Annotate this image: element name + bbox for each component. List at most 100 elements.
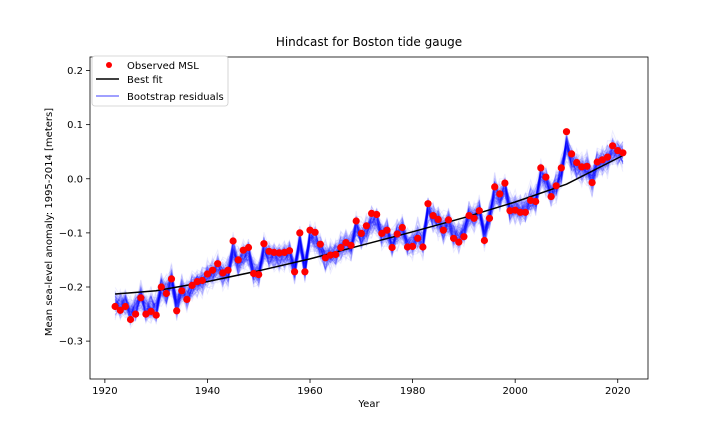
observed-point [260,240,268,248]
bootstrap-residual-line [115,144,624,323]
legend-bootstrap-label: Bootstrap residuals [127,92,224,103]
bootstrap-residual-line [114,138,624,320]
observed-point [234,256,242,264]
observed-point [183,295,191,303]
x-tick-label: 1960 [297,386,322,397]
y-axis-label: Mean sea-level anomaly: 1995-2014 [meter… [44,108,55,336]
observed-point [326,251,335,259]
observed-point [285,247,294,255]
bootstrap-residual-line [115,139,624,322]
observed-point [362,222,370,230]
observed-point [224,266,232,274]
observed-point [409,242,417,250]
observed-point [347,241,355,249]
observed-point [460,233,468,241]
bootstrap-residual-line [114,136,623,323]
observed-point [547,193,555,201]
observed-point [444,216,453,224]
y-tick-label: −0.1 [59,228,83,239]
bootstrap-residual-line [115,141,624,321]
observed-point [557,164,565,172]
legend-box [91,55,229,107]
x-tick-label: 1920 [92,386,117,397]
observed-point [491,183,499,191]
x-tick-label: 1980 [400,386,425,397]
plot-area-frame [89,56,649,380]
observed-point [111,302,119,311]
bootstrap-residual-line [114,129,624,315]
observed-point [419,243,427,251]
bootstrap-residual-line [114,141,624,319]
legend-observed-marker [106,62,112,68]
legend-observed-label: Observed MSL [127,61,199,72]
observed-point [152,311,160,319]
observed-point [516,208,524,216]
bootstrap-residual-line [115,143,624,323]
bootstrap-residual-line [114,140,624,314]
bootstrap-residual-line [115,148,624,319]
observed-point [573,158,581,167]
observed-point [178,287,186,295]
observed-point [552,182,560,190]
observed-point [255,271,263,279]
observed-point [532,197,540,206]
observed-point [121,302,129,311]
observed-point [214,260,222,268]
observed-point [450,234,458,242]
observed-point [229,237,237,245]
observed-point [521,208,530,216]
bootstrap-residual-line [114,137,624,315]
chart-title: Hindcast for Boston tide gauge [276,35,462,49]
observed-point [619,149,627,157]
observed-point [501,179,509,187]
observed-point [378,229,386,237]
observed-point [393,230,401,238]
observed-point [414,234,422,242]
observed-points [111,128,627,324]
bootstrap-residual-line [114,137,624,321]
observed-point [424,200,432,208]
bootstrap-residual-line [114,137,624,322]
observed-point [198,276,206,285]
observed-point [506,207,514,215]
observed-point [291,268,299,276]
observed-point [578,163,586,171]
bootstrap-residual-line [114,129,624,313]
observed-point [562,128,571,136]
observed-point [542,173,550,181]
y-tick-label: 0.2 [67,66,83,77]
observed-point [455,238,463,246]
observed-point [157,283,165,291]
bootstrap-residual-line [114,141,624,317]
bootstrap-residual-line [114,152,624,317]
observed-point [475,207,483,215]
y-tick-label: −0.3 [59,337,83,348]
legend-fit-label: Best fit [127,75,163,86]
observed-point [332,250,340,259]
bootstrap-residual-line [114,134,624,323]
observed-point [485,214,494,222]
observed-point [162,289,170,298]
observed-point [116,306,124,314]
observed-point [126,315,135,324]
bootstrap-residual-line [114,140,624,319]
observed-point [439,226,447,234]
observed-point [480,236,488,245]
legend: Observed MSL Best fit Bootstrap residual… [91,55,229,107]
observed-point [398,223,406,232]
x-tick-label: 2000 [502,386,527,397]
observed-point [275,249,283,257]
observed-point [132,310,140,318]
observed-point [588,179,596,187]
bootstrap-residual-line [115,145,623,324]
bootstrap-residual-line [114,135,624,318]
y-tick-label: 0.0 [67,174,83,185]
observed-point [383,226,391,234]
observed-point [429,212,437,220]
bootstrap-residual-line [114,142,623,325]
bootstrap-residual-line [114,145,624,322]
observed-point [373,210,381,219]
observed-point [537,164,545,172]
y-tick-label: 0.1 [67,120,83,131]
y-tick-label: −0.2 [59,283,83,294]
